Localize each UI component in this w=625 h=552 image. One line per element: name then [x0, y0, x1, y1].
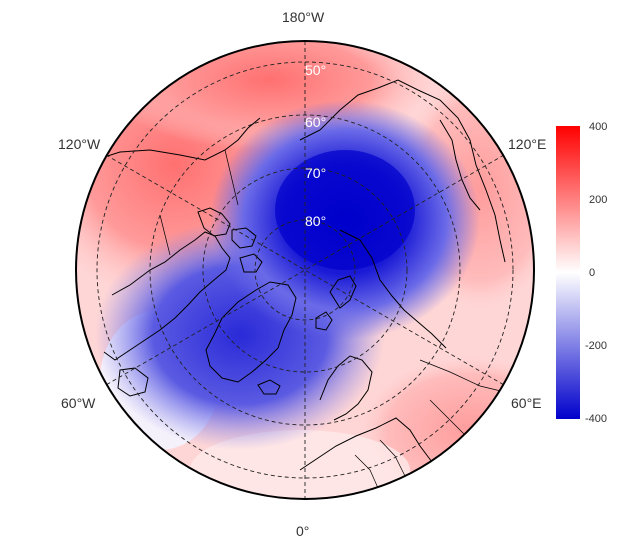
siberia-inland [339, 229, 447, 349]
svalbard [315, 311, 333, 331]
europe-coast [299, 417, 433, 471]
colorbar-tick-neg200: -200 [585, 340, 608, 352]
iceland [257, 379, 281, 395]
novaya-zemlya [329, 275, 357, 309]
lat-label-60: 60° [305, 114, 327, 130]
colorbar-tick-200: 200 [589, 194, 608, 206]
lon-label-60w: 60°W [61, 395, 96, 411]
graticule [96, 41, 514, 499]
colorbar [556, 126, 580, 419]
lat-circle-80 [254, 219, 356, 321]
lat-label-80: 80° [305, 213, 327, 229]
lon-label-120w: 120°W [58, 136, 101, 152]
colorbar-tick-0: 0 [589, 267, 596, 279]
lon-label-0: 0° [296, 523, 310, 539]
hudson-bay [117, 367, 149, 397]
scandinavia-coast [319, 355, 373, 421]
greenland-coast [205, 281, 297, 383]
lon-label-60e: 60°E [511, 395, 542, 411]
anomaly-field [76, 41, 534, 499]
lon-label-120e: 120°E [508, 136, 547, 152]
colorbar-tick-400: 400 [589, 121, 608, 133]
alaska-coast [94, 117, 261, 161]
canada-coast [103, 231, 231, 361]
colorbar-tick-neg400: -400 [585, 413, 608, 425]
east-siberia-border [439, 119, 481, 211]
map-boundary [75, 40, 535, 500]
lat-circle-50 [96, 61, 514, 479]
coastlines [94, 79, 506, 471]
arctic-islands [197, 207, 263, 273]
lon-label-180w: 180°W [282, 9, 325, 25]
lat-label-50: 50° [305, 62, 327, 78]
lat-label-70: 70° [305, 165, 327, 181]
siberia-coast [299, 79, 506, 263]
